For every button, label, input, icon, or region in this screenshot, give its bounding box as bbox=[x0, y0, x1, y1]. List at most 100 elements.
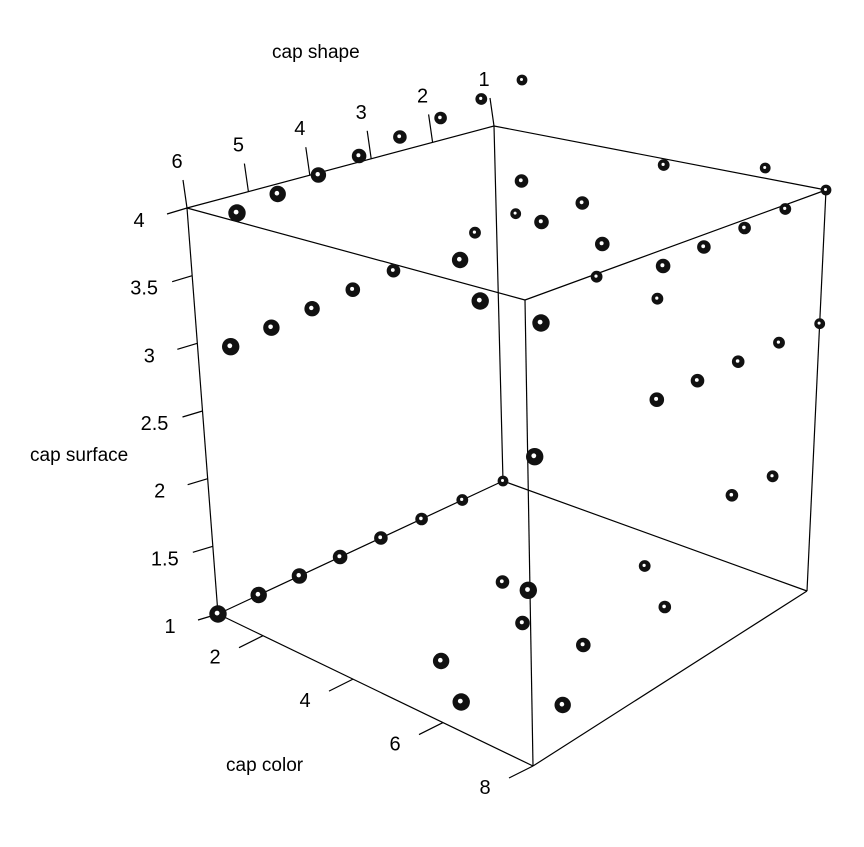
cap-shape-tick bbox=[366, 130, 372, 159]
cap-color-tick bbox=[418, 722, 444, 736]
data-point-highlight bbox=[735, 359, 740, 363]
cap-shape-tick-label: 3 bbox=[356, 102, 367, 124]
data-point-highlight bbox=[537, 319, 543, 325]
cap-shape-tick bbox=[182, 179, 188, 209]
cap-surface-axis: 1 1.5 2 2.5 3 3.5 4 bbox=[130, 207, 219, 638]
data-point-highlight bbox=[214, 610, 220, 616]
cap-shape-axis-label: cap shape bbox=[272, 42, 360, 63]
cap-shape-tick bbox=[428, 114, 434, 143]
cap-surface-axis-label: cap surface bbox=[30, 445, 128, 466]
cap-shape-tick bbox=[243, 163, 249, 192]
data-point-highlight bbox=[538, 219, 543, 224]
cap-surface-tick bbox=[177, 342, 198, 350]
data-point-highlight bbox=[599, 241, 604, 246]
data-point-highlight bbox=[742, 225, 746, 230]
cap-shape-tick-label: 6 bbox=[171, 151, 182, 173]
data-point-highlight bbox=[460, 497, 464, 501]
cap-surface-tick bbox=[192, 545, 214, 553]
data-point-highlight bbox=[579, 200, 584, 205]
data-point-highlight bbox=[694, 378, 699, 382]
box-edge bbox=[186, 125, 495, 209]
cap-color-tick-label: 8 bbox=[479, 777, 490, 799]
data-point-highlight bbox=[296, 573, 301, 578]
data-point-highlight bbox=[594, 274, 598, 278]
data-point-highlight bbox=[378, 535, 383, 540]
data-point-highlight bbox=[729, 492, 734, 497]
data-point-highlight bbox=[662, 604, 666, 609]
cap-surface-tick bbox=[171, 275, 193, 283]
data-point-highlight bbox=[661, 162, 665, 166]
data-point-highlight bbox=[274, 190, 280, 196]
box-edge bbox=[502, 480, 808, 592]
cap-surface-tick-label: 1 bbox=[164, 616, 175, 638]
box-edge bbox=[493, 125, 504, 482]
cap-shape-tick-label: 1 bbox=[478, 69, 489, 91]
data-point-highlight bbox=[701, 244, 706, 249]
data-point-highlight bbox=[513, 211, 517, 215]
cap-color-axis: 2 4 6 8 bbox=[209, 635, 534, 799]
data-point-highlight bbox=[642, 563, 646, 568]
cap-shape-tick-label: 4 bbox=[294, 118, 305, 140]
data-point-highlight bbox=[559, 701, 565, 707]
data-point-highlight bbox=[479, 96, 483, 100]
cap-shape-tick bbox=[305, 147, 311, 176]
cap-surface-tick bbox=[182, 410, 203, 418]
data-point-highlight bbox=[390, 268, 395, 272]
data-point-highlight bbox=[776, 340, 781, 344]
data-point-highlight bbox=[472, 230, 476, 234]
cap-surface-tick-label: 3 bbox=[144, 345, 155, 367]
data-point-highlight bbox=[824, 188, 827, 191]
cap-color-tick-label: 4 bbox=[299, 690, 310, 712]
data-points bbox=[209, 74, 832, 714]
data-point-highlight bbox=[660, 263, 665, 268]
data-point-highlight bbox=[518, 178, 523, 183]
data-point-highlight bbox=[309, 305, 314, 311]
cap-surface-tick-label: 4 bbox=[133, 210, 144, 232]
data-point-highlight bbox=[233, 209, 239, 215]
box-edge bbox=[493, 125, 827, 191]
cap-surface-tick-label: 1.5 bbox=[151, 548, 179, 570]
data-point-highlight bbox=[520, 78, 523, 81]
data-point-highlight bbox=[438, 115, 442, 120]
data-point-highlight bbox=[531, 453, 537, 459]
data-point-highlight bbox=[525, 587, 530, 592]
data-point-highlight bbox=[655, 296, 659, 300]
box-edge bbox=[532, 590, 808, 767]
data-point-highlight bbox=[580, 642, 585, 647]
cap-color-tick-label: 6 bbox=[389, 734, 400, 756]
cap-shape-axis: 1 2 3 4 5 6 bbox=[171, 69, 495, 209]
data-point-highlight bbox=[350, 286, 355, 291]
data-point-highlight bbox=[783, 206, 787, 210]
cap-shape-tick bbox=[489, 97, 495, 127]
data-point-highlight bbox=[457, 256, 462, 262]
cap-color-tick-label: 2 bbox=[209, 647, 220, 669]
box-edge bbox=[524, 299, 534, 767]
box-edge bbox=[186, 207, 526, 301]
cap-surface-tick-label: 2 bbox=[154, 481, 165, 503]
data-point-highlight bbox=[255, 591, 261, 597]
plot-box bbox=[186, 125, 827, 767]
cap-surface-tick bbox=[166, 207, 188, 215]
data-point-highlight bbox=[501, 479, 504, 482]
data-point-highlight bbox=[519, 620, 524, 625]
cap-surface-tick-label: 2.5 bbox=[141, 413, 169, 435]
data-point-highlight bbox=[268, 324, 273, 330]
cap-color-tick bbox=[238, 635, 264, 649]
data-point-highlight bbox=[499, 579, 504, 584]
cap-surface-tick-label: 3.5 bbox=[130, 278, 158, 300]
cap-color-axis-label: cap color bbox=[226, 755, 304, 776]
cap-shape-tick-label: 5 bbox=[233, 135, 244, 157]
cap-surface-tick bbox=[187, 478, 208, 486]
box-edge bbox=[217, 613, 534, 767]
data-point-highlight bbox=[770, 474, 774, 478]
cap-color-tick bbox=[508, 765, 534, 779]
data-point-highlight bbox=[438, 657, 443, 663]
data-point-highlight bbox=[227, 343, 233, 349]
cap-color-tick bbox=[328, 678, 354, 692]
box-edge bbox=[524, 189, 827, 301]
data-point-highlight bbox=[476, 297, 482, 303]
data-point-highlight bbox=[315, 172, 320, 177]
data-point-highlight bbox=[817, 321, 821, 325]
data-point-highlight bbox=[356, 153, 361, 158]
